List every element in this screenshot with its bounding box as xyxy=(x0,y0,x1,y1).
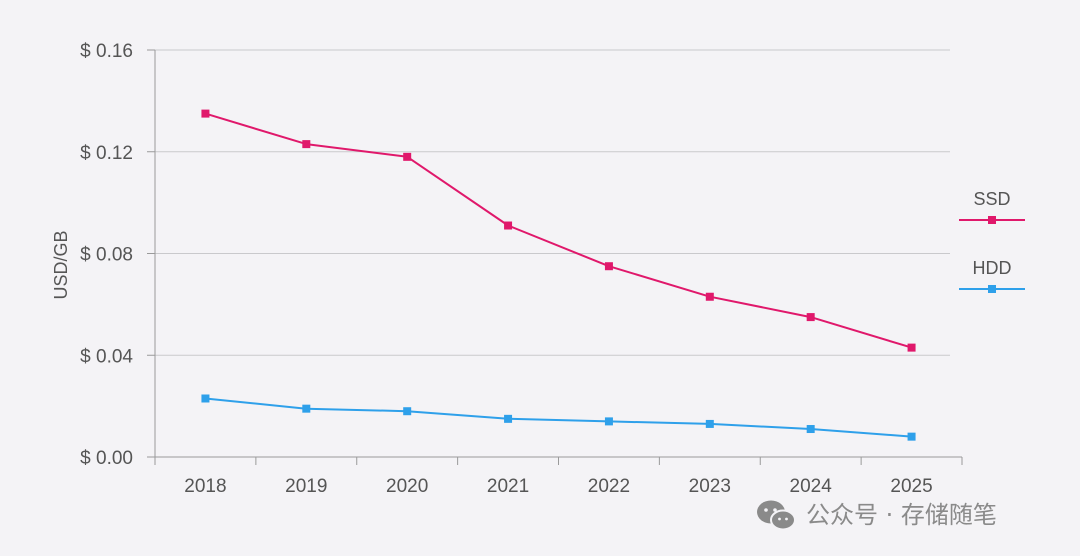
y-tick-label: $ 0.08 xyxy=(80,245,133,266)
y-axis: $ 0.16 $ 0.12 $ 0.08 $ 0.04 $ 0.00 xyxy=(80,41,156,469)
data-point xyxy=(604,417,613,426)
data-point xyxy=(504,414,513,423)
series-ssd xyxy=(201,109,916,352)
data-point xyxy=(201,394,210,403)
x-tick-label: 2023 xyxy=(689,476,731,497)
data-point xyxy=(705,292,714,301)
wechat-icon xyxy=(757,500,796,531)
series-hdd xyxy=(201,394,916,441)
x-tick-label: 2019 xyxy=(285,476,327,497)
legend-swatch-marker xyxy=(988,285,996,293)
legend-item-hdd: HDD xyxy=(959,258,1025,293)
legend: SSD HDD xyxy=(959,189,1025,293)
data-point xyxy=(504,221,513,230)
x-tick-label: 2020 xyxy=(386,476,428,497)
y-tick-label: $ 0.00 xyxy=(80,448,133,469)
data-point xyxy=(806,425,815,434)
legend-label: SSD xyxy=(973,189,1010,209)
x-tick-label: 2022 xyxy=(588,476,630,497)
series-layer xyxy=(201,109,916,441)
data-point xyxy=(201,109,210,118)
data-point xyxy=(604,262,613,271)
gridlines xyxy=(155,49,950,356)
y-tick-label: $ 0.12 xyxy=(80,143,133,164)
x-tick-label: 2025 xyxy=(890,476,932,497)
data-point xyxy=(907,432,916,441)
legend-swatch-marker xyxy=(988,216,996,224)
data-point xyxy=(302,140,311,149)
data-point xyxy=(302,404,311,413)
data-point xyxy=(705,419,714,428)
x-tick-label: 2021 xyxy=(487,476,529,497)
data-point xyxy=(907,343,916,352)
data-point xyxy=(806,313,815,322)
x-axis: 2018 2019 2020 2021 2022 2023 2024 2025 xyxy=(154,456,963,497)
data-point xyxy=(403,152,412,161)
data-point xyxy=(403,407,412,416)
watermark-text: 公众号 · 存储随笔 xyxy=(806,501,997,529)
y-tick-label: $ 0.16 xyxy=(80,41,133,62)
x-tick-label: 2024 xyxy=(790,476,833,497)
y-axis-title: USD/GB xyxy=(51,230,71,299)
series-line xyxy=(205,397,912,438)
y-tick-label: $ 0.04 xyxy=(80,346,133,367)
legend-item-ssd: SSD xyxy=(959,189,1025,224)
series-line xyxy=(205,112,912,349)
x-tick-label: 2018 xyxy=(184,476,226,497)
watermark: 公众号 · 存储随笔 xyxy=(757,500,997,531)
legend-label: HDD xyxy=(973,258,1012,278)
